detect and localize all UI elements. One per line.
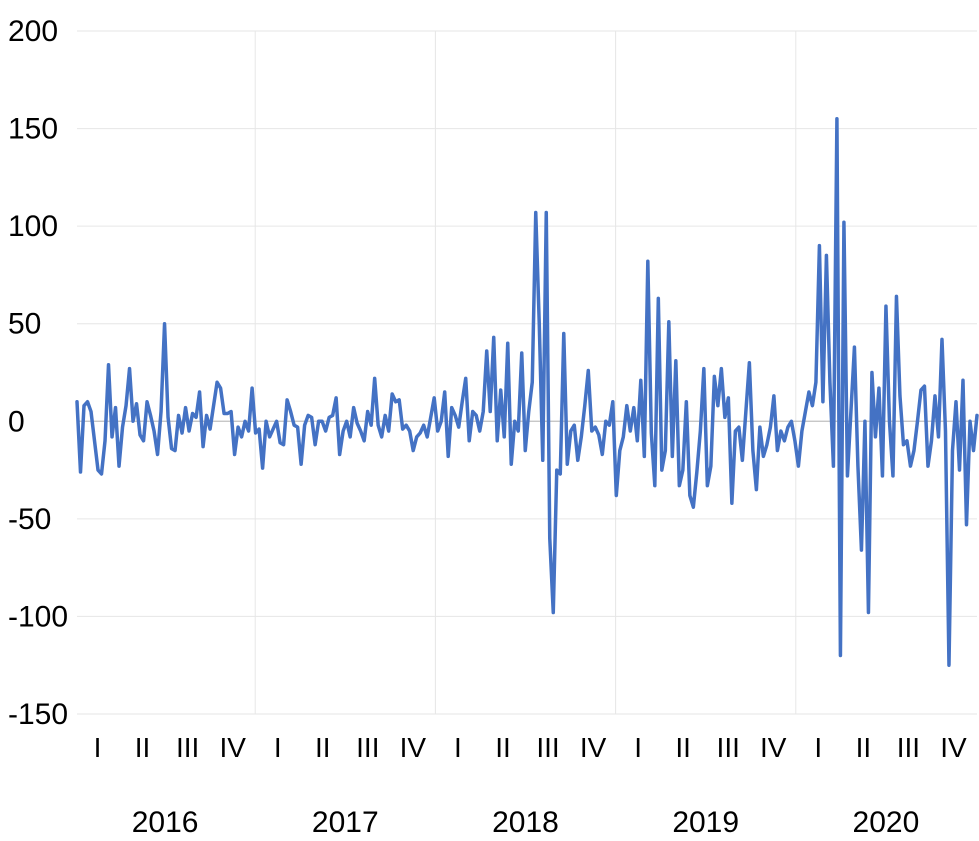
y-tick-label: 0: [8, 405, 25, 438]
y-tick-label: -50: [8, 503, 51, 536]
quarter-label: IV: [580, 732, 607, 763]
quarter-label: I: [454, 732, 462, 763]
y-tick-label: -100: [8, 600, 68, 633]
quarter-label: II: [135, 732, 151, 763]
y-tick-label: 100: [8, 210, 58, 243]
quarter-label: I: [814, 732, 822, 763]
quarter-label: II: [856, 732, 872, 763]
y-tick-label: 50: [8, 308, 41, 341]
quarter-label: I: [274, 732, 282, 763]
year-label: 2018: [492, 806, 559, 839]
year-label: 2017: [312, 806, 379, 839]
year-label: 2019: [672, 806, 739, 839]
series-line: [75, 117, 979, 667]
quarter-label: III: [536, 732, 559, 763]
year-label: 2020: [853, 806, 920, 839]
series-area: [75, 117, 979, 667]
quarter-label: I: [634, 732, 642, 763]
quarter-label: III: [356, 732, 379, 763]
y-tick-label: 200: [8, 15, 58, 48]
quarter-label: I: [94, 732, 102, 763]
quarter-label: III: [897, 732, 920, 763]
quarter-label: IV: [219, 732, 246, 763]
quarter-label: II: [315, 732, 331, 763]
quarter-label: II: [495, 732, 511, 763]
y-tick-label: 150: [8, 113, 58, 146]
quarter-label: II: [675, 732, 691, 763]
quarter-label: IV: [400, 732, 427, 763]
y-axis: 200 150 100 50 0 -50 -100 -150: [8, 15, 68, 731]
grid: [77, 30, 977, 715]
y-tick-label: -150: [8, 698, 68, 731]
quarter-label: III: [717, 732, 740, 763]
quarter-label: III: [176, 732, 199, 763]
quarter-label: IV: [760, 732, 787, 763]
year-label: 2016: [132, 806, 199, 839]
quarter-label: IV: [940, 732, 967, 763]
